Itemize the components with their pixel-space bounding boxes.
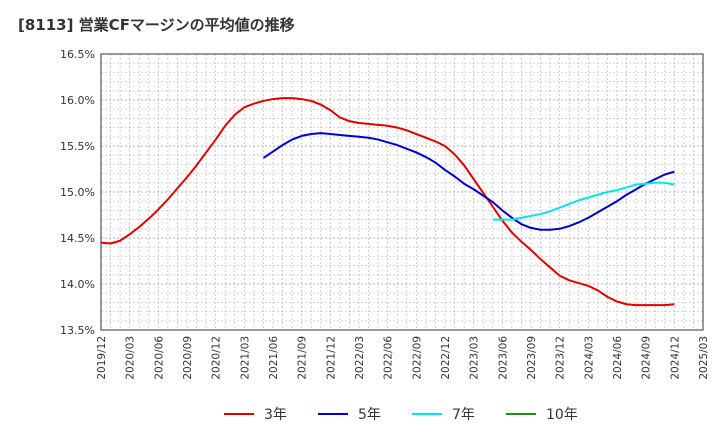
- y-tick-label: 15.5%: [60, 140, 95, 153]
- x-tick-label: 2020/06: [153, 336, 165, 380]
- legend-label: 10年: [546, 407, 578, 423]
- y-tick-label: 15.0%: [60, 186, 95, 199]
- y-tick-label: 13.5%: [60, 324, 95, 337]
- legend-item: 7年: [412, 404, 475, 424]
- y-tick-label: 14.0%: [60, 278, 95, 291]
- legend-swatch: [506, 413, 536, 415]
- x-tick-label: 2023/09: [526, 336, 538, 380]
- legend-swatch: [224, 413, 254, 415]
- legend-item: 5年: [318, 404, 381, 424]
- plot-frame: [100, 53, 704, 331]
- x-tick-label: 2022/12: [440, 336, 452, 380]
- plot-border: [100, 53, 704, 331]
- series-line-7年: [492, 181, 675, 221]
- y-tick-label: 16.5%: [60, 48, 95, 61]
- x-tick-label: 2024/09: [641, 336, 653, 380]
- legend-item: 10年: [506, 404, 578, 424]
- x-tick-label: 2022/09: [411, 336, 423, 380]
- x-tick-label: 2020/03: [125, 336, 137, 380]
- chart-title: [8113] 営業CFマージンの平均値の推移: [18, 16, 295, 34]
- y-tick-label: 14.5%: [60, 232, 95, 245]
- legend-item: 3年: [224, 404, 287, 424]
- x-tick-label: 2020/12: [211, 336, 223, 380]
- series-line-3年: [100, 97, 675, 307]
- grid-lines: [100, 53, 704, 331]
- x-tick-label: 2021/12: [325, 336, 337, 380]
- x-tick-label: 2021/06: [268, 336, 280, 380]
- x-tick-label: 2022/06: [383, 336, 395, 380]
- x-tick-label: 2023/03: [469, 336, 481, 380]
- y-axis-ticks: 16.5% 16.0% 15.5% 15.0% 14.5% 14.0% 13.5%: [60, 48, 95, 337]
- x-tick-label: 2023/06: [497, 336, 509, 380]
- x-tick-label: 2024/12: [669, 336, 681, 380]
- x-tick-label: 2019/12: [96, 336, 108, 380]
- x-axis-ticks: 2019/12 2020/03 2020/06 2020/09 2020/12 2021/…: [96, 336, 710, 380]
- y-tick-label: 16.0%: [60, 94, 95, 107]
- x-tick-label: 2023/12: [555, 336, 567, 380]
- x-tick-label: 2021/03: [239, 336, 251, 380]
- x-tick-label: 2022/03: [354, 336, 366, 380]
- legend-swatch: [318, 413, 348, 415]
- legend-swatch: [412, 413, 442, 415]
- x-tick-label: 2025/03: [698, 336, 710, 380]
- x-tick-label: 2020/09: [182, 336, 194, 380]
- x-tick-label: 2024/03: [583, 336, 595, 380]
- legend: 3年 5年 7年 10年: [0, 404, 720, 428]
- x-tick-label: 2021/09: [297, 336, 309, 380]
- legend-label: 3年: [264, 407, 287, 423]
- series-lines: [100, 97, 675, 307]
- series-line-5年: [262, 132, 675, 231]
- x-tick-label: 2024/06: [612, 336, 624, 380]
- legend-label: 7年: [452, 407, 475, 423]
- legend-label: 5年: [358, 407, 381, 423]
